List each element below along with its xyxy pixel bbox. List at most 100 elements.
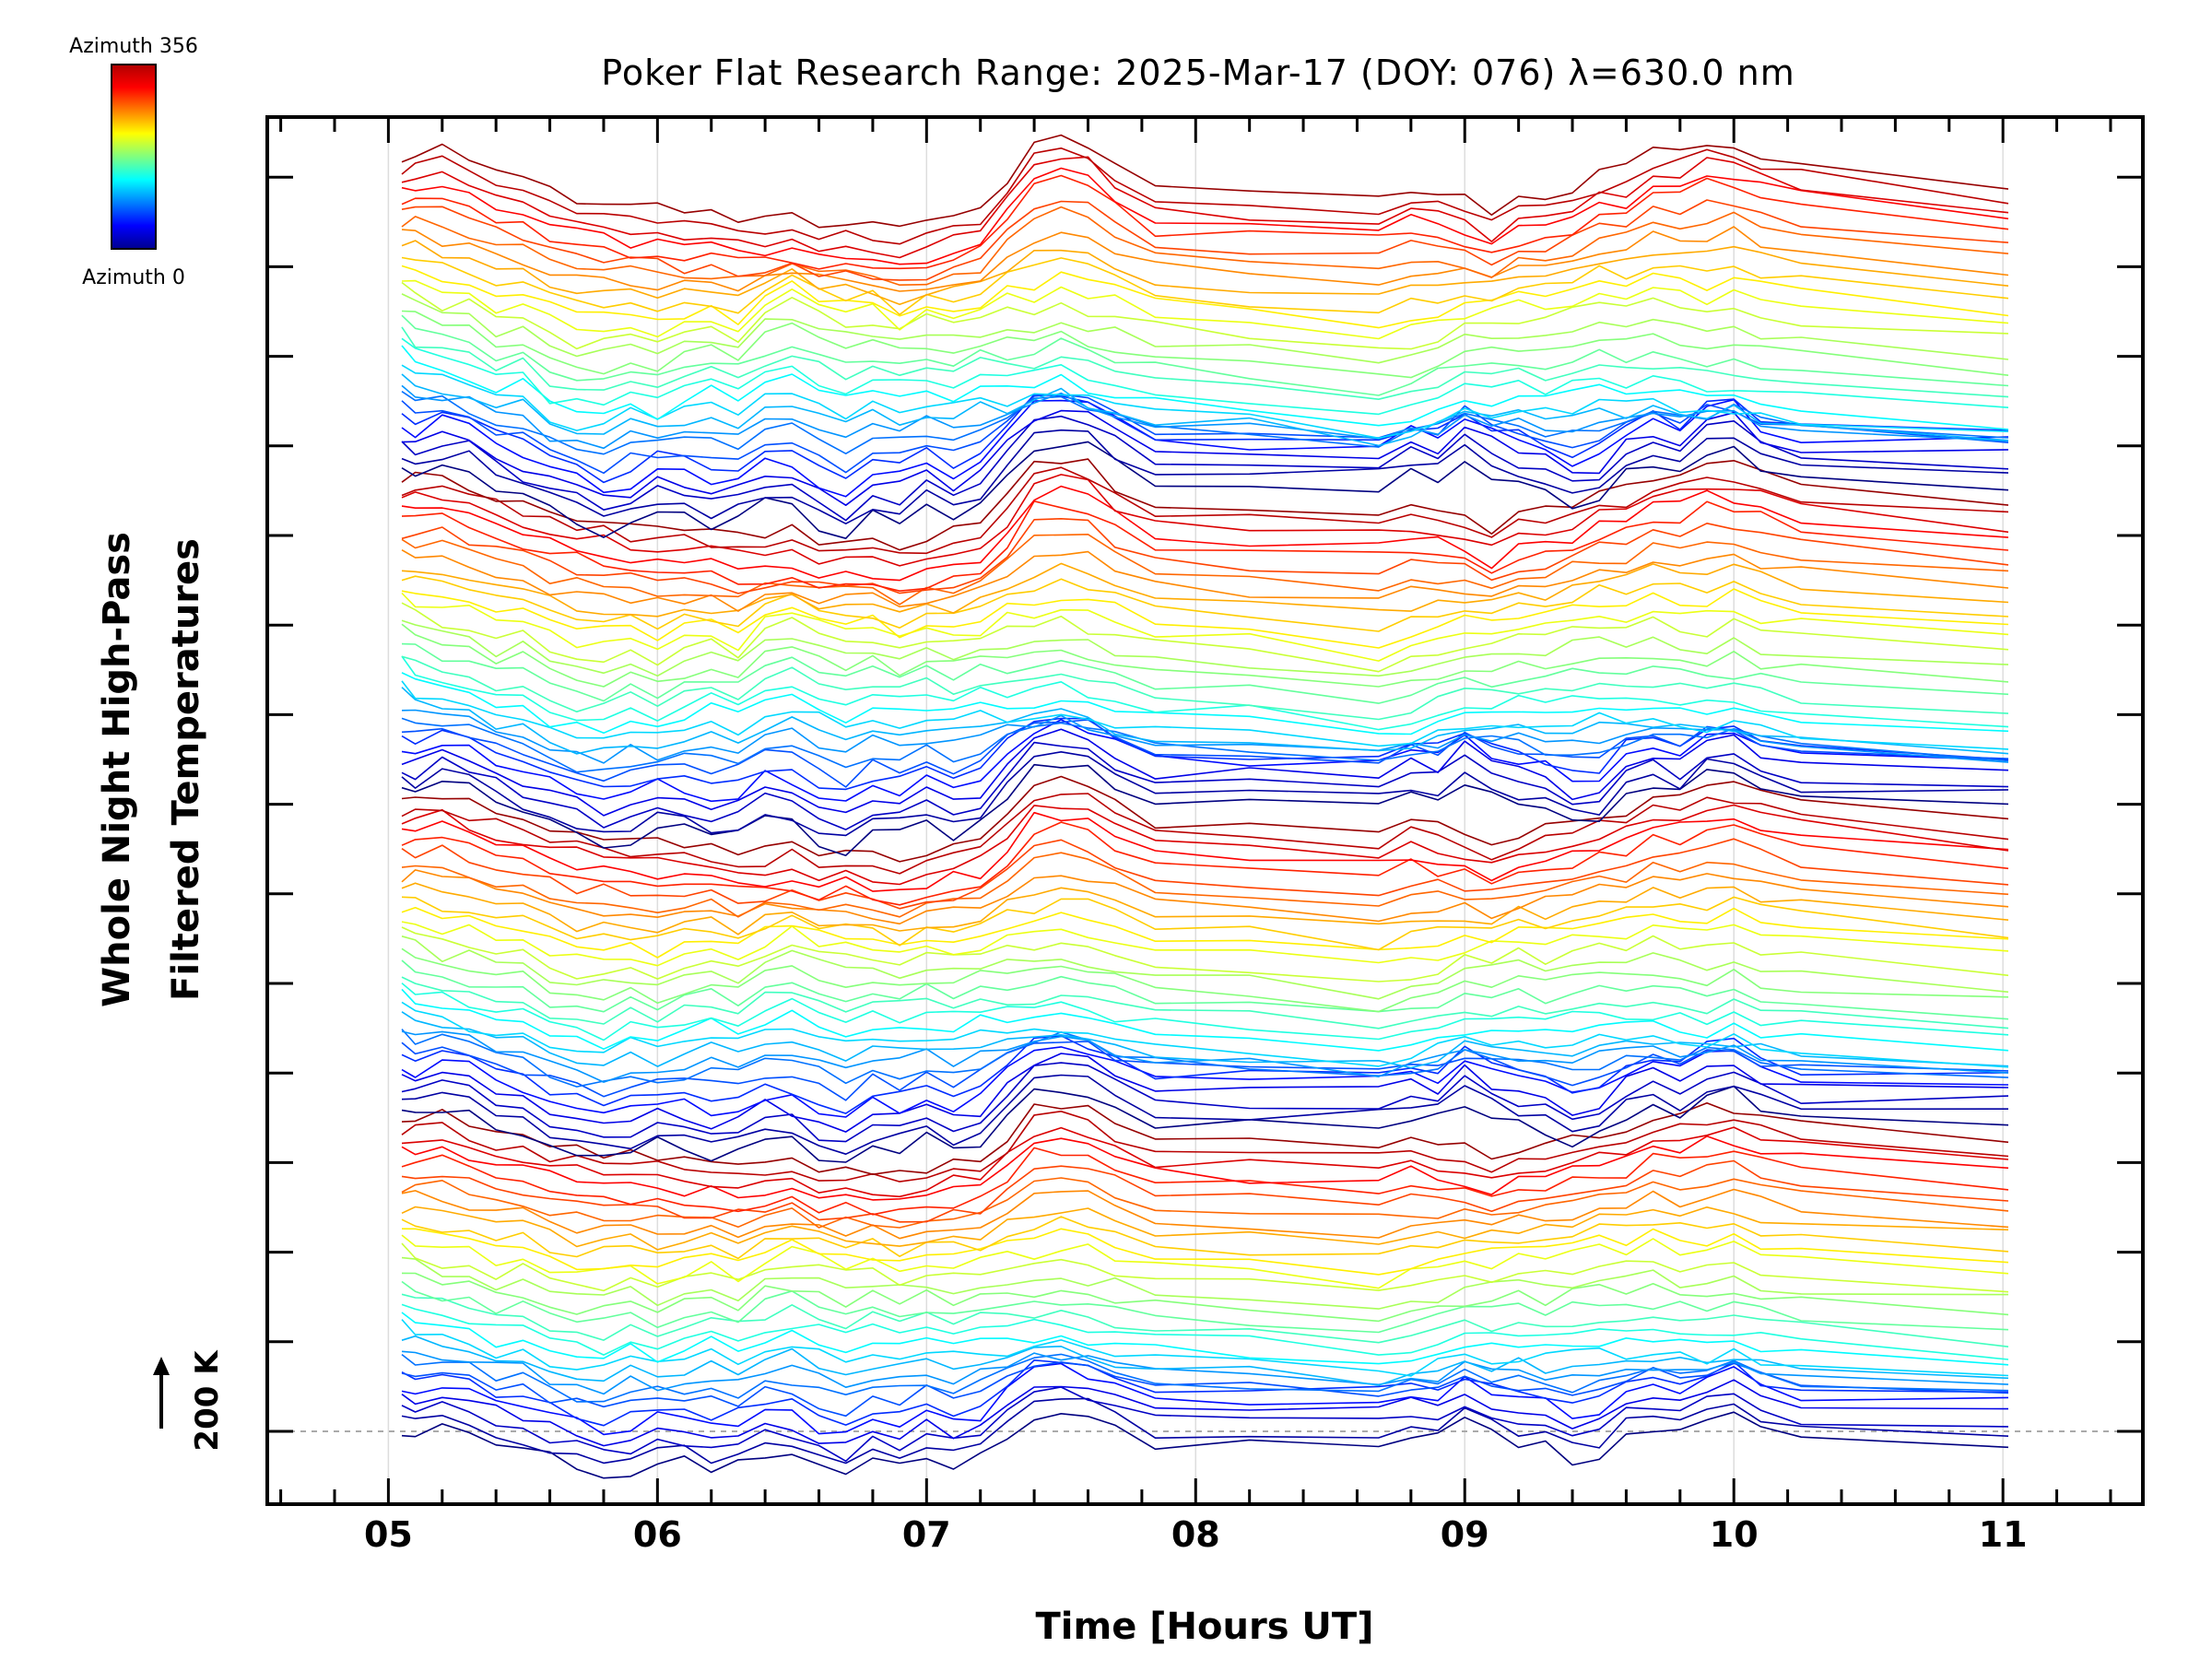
trace-azimuth-228-group-0 [401, 1228, 2009, 1276]
trace-azimuth-324-group-3 [401, 156, 2009, 259]
trace-azimuth-300-group-1 [401, 821, 2009, 906]
trace-azimuth-72-group-3 [401, 394, 2009, 475]
trace-azimuth-216-group-2 [401, 592, 2009, 662]
trace-azimuth-276-group-1 [401, 852, 2009, 918]
trace-azimuth-276-group-2 [401, 533, 2009, 606]
chart-title: Poker Flat Research Range: 2025-Mar-17 (… [601, 53, 1794, 93]
trace-azimuth-108-group-3 [401, 373, 2009, 447]
trace-azimuth-96-group-3 [401, 384, 2009, 450]
trace-azimuth-264-group-2 [401, 549, 2009, 612]
trace-azimuth-204-group-2 [401, 602, 2009, 673]
trace-azimuth-108-group-0 [401, 1335, 2009, 1386]
trace-azimuth-312-group-1 [401, 811, 2009, 892]
scale-label: 200 K [189, 1349, 226, 1452]
trace-azimuth-24-group-0 [401, 1386, 2009, 1463]
trace-azimuth-348-group-1 [401, 775, 2009, 863]
trace-azimuth-12-group-3 [401, 429, 2009, 525]
trace-azimuth-72-group-0 [401, 1361, 2009, 1418]
trace-azimuth-48-group-3 [401, 398, 2009, 498]
trace-azimuth-12-group-1 [401, 1074, 2009, 1155]
trace-azimuth-0-group-3 [401, 441, 2009, 540]
trace-azimuth-288-group-2 [401, 517, 2009, 594]
trace-azimuth-168-group-0 [401, 1280, 2009, 1334]
trace-azimuth-192-group-3 [401, 293, 2009, 364]
trace-azimuth-156-group-2 [401, 655, 2009, 721]
trace-azimuth-96-group-0 [401, 1350, 2009, 1395]
trace-azimuth-300-group-0 [401, 1147, 2009, 1216]
trace-azimuth-108-group-2 [401, 687, 2009, 755]
trace-azimuth-240-group-0 [401, 1216, 2009, 1260]
trace-azimuth-240-group-2 [401, 575, 2009, 632]
trace-azimuth-96-group-2 [401, 709, 2009, 764]
trace-azimuth-300-group-3 [401, 174, 2009, 270]
trace-azimuth-60-group-2 [401, 717, 2009, 791]
trace-azimuth-336-group-2 [401, 466, 2009, 555]
trace-azimuth-132-group-2 [401, 672, 2009, 735]
trace-azimuth-156-group-0 [401, 1293, 2009, 1347]
plot-frame [265, 115, 2145, 1506]
trace-azimuth-84-group-3 [401, 391, 2009, 455]
trace-azimuth-324-group-2 [401, 474, 2009, 567]
trace-azimuth-192-group-0 [401, 1256, 2009, 1310]
trace-azimuth-84-group-2 [401, 717, 2009, 773]
trace-azimuth-12-group-0 [401, 1397, 2009, 1465]
trace-azimuth-72-group-2 [401, 719, 2009, 788]
trace-azimuth-204-group-1 [401, 926, 2009, 982]
axis-ticks [267, 117, 2143, 1504]
trace-azimuth-240-group-3 [401, 256, 2009, 316]
trace-azimuth-144-group-2 [401, 655, 2009, 731]
y-axis-title-line1: Whole Night High-Pass [96, 532, 138, 1007]
trace-azimuth-96-group-1 [401, 1030, 2009, 1083]
trace-azimuth-252-group-0 [401, 1206, 2009, 1251]
trace-azimuth-336-group-0 [401, 1111, 2009, 1182]
trace-azimuth-36-group-3 [401, 409, 2009, 507]
trace-azimuth-24-group-1 [401, 1062, 2009, 1143]
trace-azimuth-132-group-1 [401, 988, 2009, 1052]
trace-azimuth-108-group-1 [401, 1011, 2009, 1069]
trace-azimuth-312-group-0 [401, 1135, 2009, 1201]
trace-azimuth-204-group-0 [401, 1242, 2009, 1293]
trace-azimuth-180-group-0 [401, 1272, 2009, 1323]
trace-azimuth-120-group-0 [401, 1319, 2009, 1377]
trace-azimuth-120-group-3 [401, 364, 2009, 440]
trace-azimuth-216-group-0 [401, 1234, 2009, 1289]
trace-azimuth-156-group-3 [401, 326, 2009, 401]
trace-azimuth-168-group-1 [401, 959, 2009, 1020]
trace-azimuth-228-group-2 [401, 588, 2009, 649]
trace-azimuth-192-group-2 [401, 619, 2009, 677]
trace-azimuth-312-group-2 [401, 485, 2009, 582]
trace-azimuth-336-group-3 [401, 147, 2009, 245]
trace-azimuth-144-group-1 [401, 982, 2009, 1041]
trace-azimuth-180-group-1 [401, 947, 2009, 1013]
y-axis-title-line2: Filtered Temperatures [165, 538, 207, 1001]
x-tick-label: 05 [364, 1514, 413, 1555]
trace-azimuth-204-group-3 [401, 281, 2009, 350]
trace-azimuth-288-group-1 [401, 838, 2009, 910]
trace-azimuth-348-group-0 [401, 1101, 2009, 1175]
vertical-grid [387, 117, 2004, 1504]
trace-azimuth-84-group-1 [401, 1029, 2009, 1088]
colorbar-top-label: Azimuth 356 [69, 35, 198, 58]
trace-azimuth-60-group-3 [401, 394, 2009, 484]
trace-azimuth-144-group-0 [401, 1303, 2009, 1360]
trace-azimuth-168-group-3 [401, 314, 2009, 396]
scale-indicator: 200 K [153, 1349, 226, 1452]
trace-azimuth-324-group-1 [401, 804, 2009, 886]
azimuth-traces [401, 134, 2009, 1479]
trace-azimuth-312-group-3 [401, 167, 2009, 265]
trace-azimuth-192-group-1 [401, 935, 2009, 1000]
trace-azimuth-12-group-2 [401, 750, 2009, 837]
trace-azimuth-24-group-2 [401, 741, 2009, 830]
trace-azimuth-252-group-2 [401, 562, 2009, 618]
trace-azimuth-252-group-3 [401, 240, 2009, 306]
trace-azimuth-36-group-0 [401, 1379, 2009, 1447]
trace-azimuth-252-group-1 [401, 882, 2009, 935]
trace-azimuth-264-group-0 [401, 1188, 2009, 1240]
trace-azimuth-276-group-3 [401, 206, 2009, 287]
x-tick-labels: 05 06 07 08 09 10 11 [364, 1514, 2028, 1555]
x-tick-label: 10 [1710, 1514, 1759, 1555]
trace-azimuth-288-group-3 [401, 199, 2009, 281]
trace-azimuth-84-group-0 [401, 1353, 2009, 1403]
x-tick-label: 06 [633, 1514, 682, 1555]
